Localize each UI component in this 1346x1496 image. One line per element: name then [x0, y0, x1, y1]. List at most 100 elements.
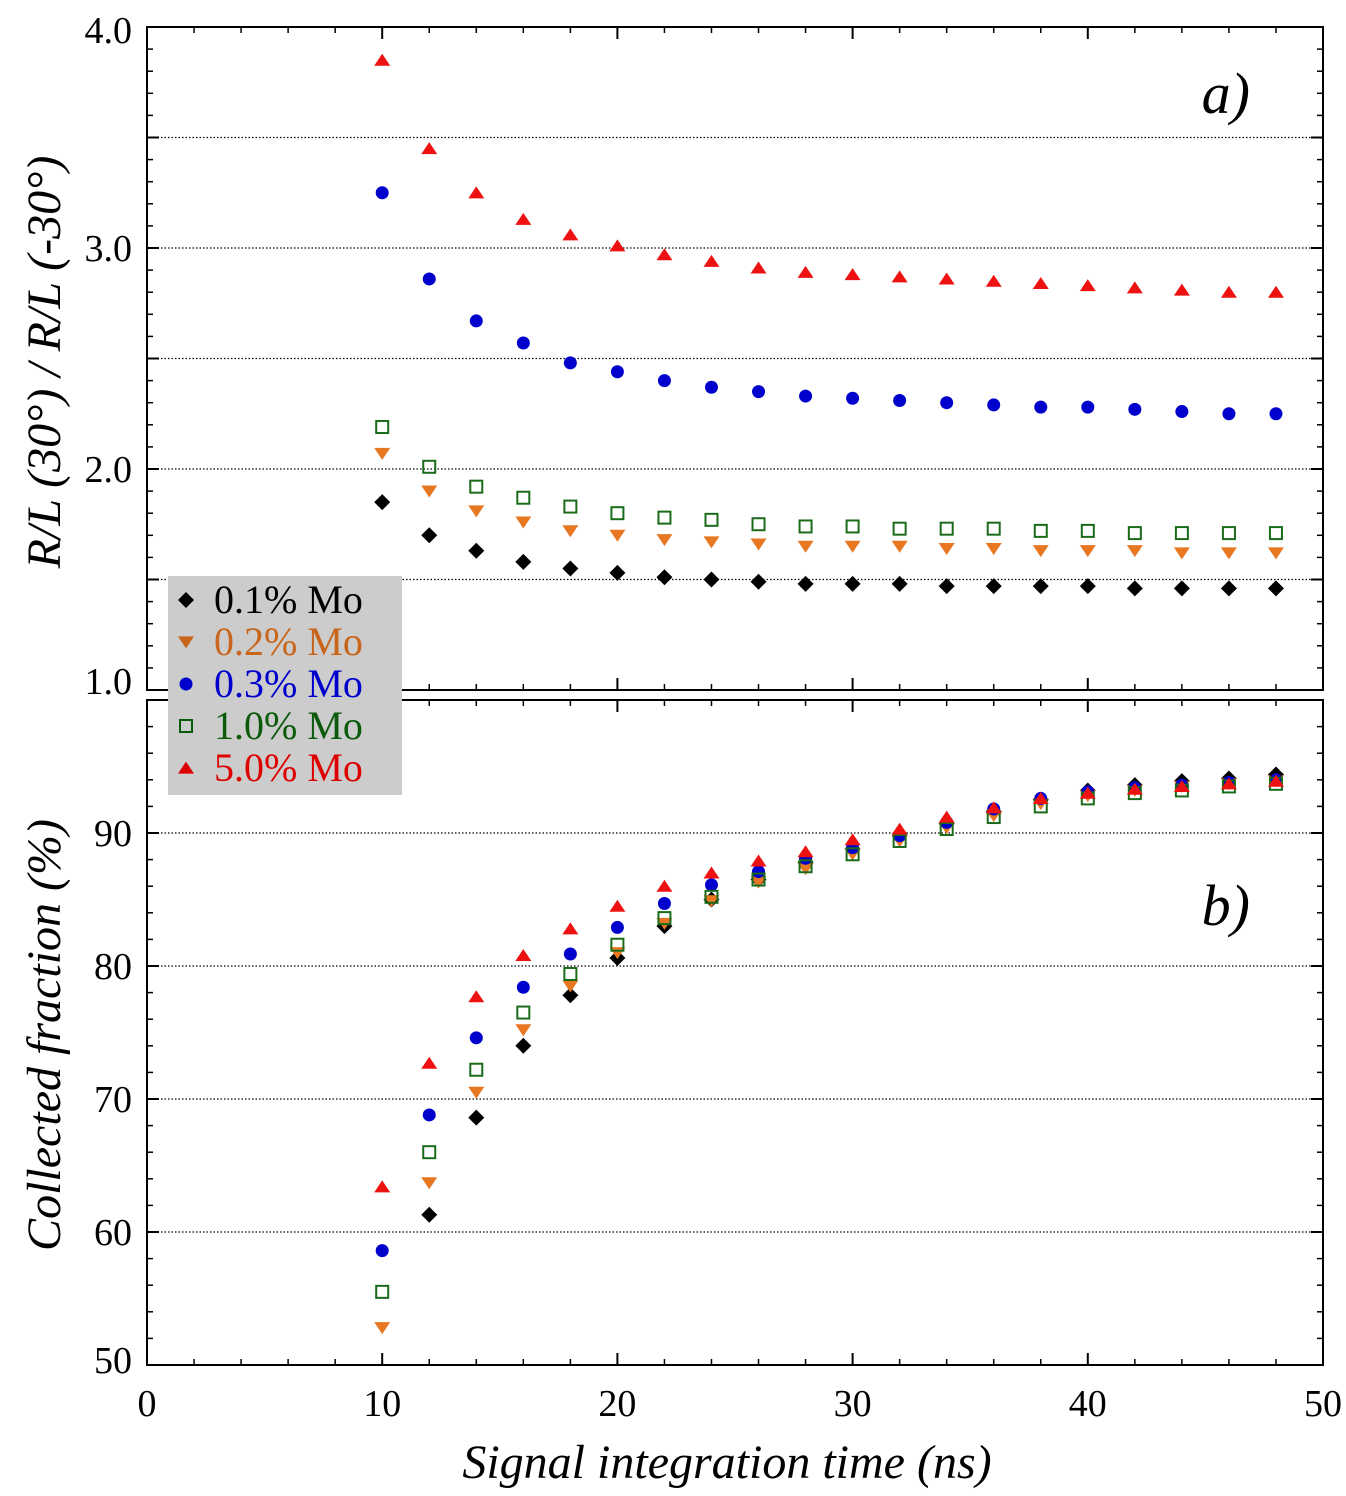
data-point	[1269, 407, 1283, 421]
data-point	[469, 1031, 483, 1045]
data-point	[1220, 547, 1237, 560]
data-point	[609, 239, 626, 252]
data-point	[797, 845, 814, 858]
legend-background	[168, 576, 402, 795]
data-point	[1127, 526, 1142, 541]
data-point	[893, 393, 907, 407]
series-b-4	[374, 774, 1284, 1193]
data-point	[1032, 578, 1049, 595]
x-tick-label: 0	[138, 1383, 157, 1425]
series-b-1	[374, 775, 1284, 1335]
data-point	[374, 53, 391, 66]
data-point	[1080, 523, 1095, 538]
x-tick-label: 40	[1069, 1383, 1107, 1425]
data-point	[562, 922, 579, 935]
data-point	[1126, 545, 1143, 558]
data-point	[421, 1206, 438, 1223]
data-point	[374, 1322, 391, 1335]
y-tick-label-b: 50	[94, 1340, 132, 1382]
data-point	[562, 560, 579, 577]
data-point	[987, 398, 1001, 412]
data-point	[375, 1284, 390, 1299]
data-point	[609, 564, 626, 581]
data-point	[1079, 786, 1096, 799]
data-point	[1079, 545, 1096, 558]
data-point	[704, 878, 718, 892]
data-point	[563, 966, 578, 981]
data-point	[844, 575, 861, 592]
data-point	[1220, 285, 1237, 298]
y-tick-label-a: 2.0	[85, 449, 133, 491]
data-point	[374, 447, 391, 460]
data-point	[1267, 285, 1284, 298]
data-point	[1267, 547, 1284, 560]
legend: 0.1% Mo0.2% Mo0.3% Mo1.0% Mo5.0% Mo	[168, 576, 402, 795]
data-point	[844, 833, 861, 846]
legend-marker	[179, 719, 193, 733]
data-point	[703, 254, 720, 267]
data-point	[1173, 780, 1190, 793]
data-point	[797, 863, 814, 876]
data-point	[657, 374, 671, 388]
data-point	[703, 895, 720, 908]
data-point	[1126, 580, 1143, 597]
series-a-4	[374, 53, 1284, 298]
data-point	[515, 948, 532, 961]
data-point	[1079, 578, 1096, 595]
data-point	[939, 822, 954, 837]
data-point	[421, 527, 438, 544]
data-point	[1173, 580, 1190, 597]
data-point	[657, 510, 672, 525]
y-axis-label-a: R/L (30°) / R/L (-30°)	[18, 156, 71, 570]
data-point	[750, 854, 767, 867]
data-point	[704, 512, 719, 527]
data-point	[1268, 526, 1283, 541]
data-point	[891, 270, 908, 283]
series-a-2	[375, 186, 1283, 421]
data-point	[844, 540, 861, 553]
data-point	[752, 385, 766, 399]
x-axis-label: Signal integration time (ns)	[462, 1436, 991, 1489]
data-point	[940, 396, 954, 410]
data-point	[1079, 279, 1096, 292]
data-point	[515, 553, 532, 570]
data-point	[1267, 580, 1284, 597]
x-tick-labels: 0 10 20 30 40 50	[138, 1383, 1343, 1425]
legend-label: 5.0% Mo	[214, 745, 363, 790]
x-tick-label: 20	[598, 1383, 636, 1425]
data-point	[563, 356, 577, 370]
data-point	[468, 1109, 485, 1126]
data-point	[656, 569, 673, 586]
data-point	[892, 833, 907, 848]
data-point	[1032, 792, 1049, 805]
data-point	[797, 540, 814, 553]
data-point	[1222, 407, 1236, 421]
data-point	[656, 879, 673, 892]
legend-label: 0.2% Mo	[214, 619, 363, 664]
series-a-1	[374, 447, 1284, 560]
data-point	[422, 459, 437, 474]
data-point	[375, 1244, 389, 1258]
y-tick-label-b: 90	[94, 813, 132, 855]
data-point	[1175, 405, 1189, 419]
data-point	[938, 810, 955, 823]
data-point	[704, 889, 719, 904]
legend-marker	[179, 677, 193, 691]
data-point	[610, 920, 624, 934]
data-point	[469, 314, 483, 328]
data-point	[844, 268, 861, 281]
legend-label: 0.3% Mo	[214, 661, 363, 706]
data-point	[468, 542, 485, 559]
y-tick-label-a: 3.0	[85, 228, 133, 270]
data-point	[1220, 580, 1237, 597]
series-a-0	[374, 494, 1284, 597]
data-point	[515, 1024, 532, 1037]
legend-label: 0.1% Mo	[214, 577, 363, 622]
data-point	[985, 801, 1002, 814]
x-tick-label: 10	[363, 1383, 401, 1425]
data-point	[563, 499, 578, 514]
data-point	[799, 389, 813, 403]
data-point	[516, 980, 530, 994]
data-point	[1173, 283, 1190, 296]
